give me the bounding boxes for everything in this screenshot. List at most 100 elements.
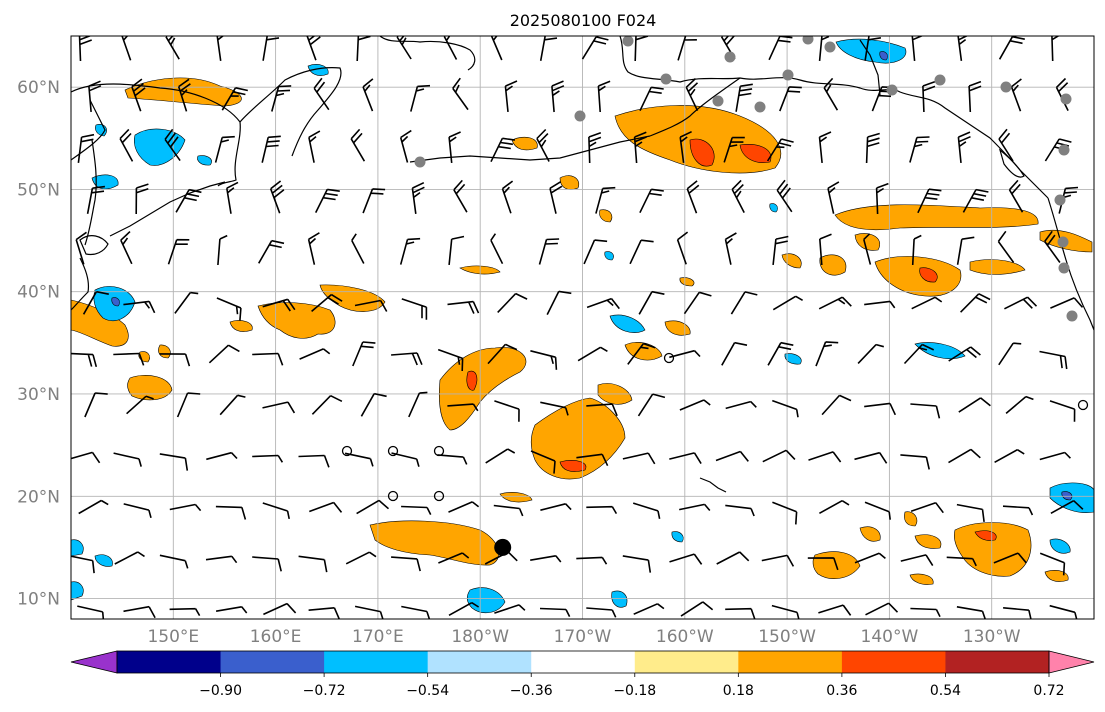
station-marker	[1057, 236, 1069, 248]
wind-barb	[252, 556, 282, 572]
lon-tick-label: 150°E	[147, 627, 199, 647]
wind-barb	[299, 348, 331, 360]
wind-barb	[391, 556, 421, 572]
negative-anomaly-region	[307, 64, 329, 76]
wind-barb	[1005, 395, 1034, 415]
wind-barb	[408, 391, 428, 418]
coastline-sakhalin	[84, 139, 97, 246]
wind-barb	[298, 454, 330, 468]
wind-barb	[595, 186, 616, 214]
wind-barb	[490, 137, 516, 163]
positive-anomaly-region	[369, 520, 499, 566]
wind-barb	[159, 453, 189, 471]
coastline-japan	[71, 257, 90, 311]
wind-barb	[344, 452, 374, 467]
wind-barb	[730, 291, 758, 315]
wind-barb	[410, 84, 431, 112]
station-markers	[414, 36, 1078, 322]
positive-anomaly-region	[919, 267, 938, 283]
wind-barb	[864, 402, 897, 416]
wind-barb	[761, 554, 795, 567]
wind-barb	[536, 128, 550, 162]
calm-wind-circles	[341, 352, 1089, 502]
calm-wind-circle	[1077, 399, 1089, 411]
wind-barb	[175, 188, 202, 213]
wind-barb	[1002, 505, 1034, 516]
wind-barb	[350, 128, 366, 162]
coastline-kamchatka	[239, 67, 342, 157]
wind-barb	[1049, 604, 1078, 619]
positive-anomaly-region	[739, 144, 772, 163]
positive-anomaly-region	[679, 277, 695, 287]
wind-barb	[865, 602, 899, 616]
wind-barb	[772, 399, 799, 418]
coastline-okhotsk-west	[71, 99, 106, 161]
calm-wind-circle	[433, 490, 445, 502]
wind-barb	[396, 36, 412, 60]
wind-barb	[307, 232, 320, 265]
coastline-bc-islands	[998, 148, 1025, 178]
wind-barb	[922, 80, 936, 113]
wind-barb	[900, 454, 930, 470]
wind-barb	[401, 505, 432, 515]
wind-barb	[857, 343, 885, 364]
wind-barb	[735, 83, 753, 112]
station-marker	[824, 41, 836, 53]
station-marker	[886, 84, 898, 96]
positive-anomaly-region	[914, 534, 942, 549]
wind-barb	[354, 299, 388, 312]
negative-anomaly-region	[769, 203, 778, 213]
wind-barb	[356, 36, 371, 62]
wind-barb	[504, 80, 518, 112]
wind-barb	[530, 350, 558, 370]
wind-barb	[490, 36, 503, 61]
wind-barb	[731, 179, 745, 213]
wind-barb	[669, 553, 703, 565]
colorbar-bin	[324, 651, 429, 673]
negative-anomaly-region	[784, 353, 802, 365]
wind-barb	[634, 36, 649, 62]
wind-barb	[586, 607, 617, 618]
wind-barb	[159, 554, 189, 569]
wind-barb	[716, 551, 750, 565]
wind-barb	[205, 555, 238, 564]
coastline-russia	[71, 83, 241, 187]
colorbar-tick-label: −0.90	[199, 683, 242, 699]
wind-barb	[577, 346, 608, 362]
wind-barb	[808, 451, 842, 463]
wind-barb	[818, 36, 830, 61]
calm-wind-circle	[433, 445, 445, 457]
wind-barb	[910, 607, 941, 618]
wind-barb	[497, 292, 528, 313]
anomaly-fields	[71, 38, 1094, 614]
wind-barb	[957, 131, 971, 163]
colorbar-tick-label: 0.54	[930, 683, 961, 699]
wind-barb	[638, 290, 665, 315]
wind-barb	[821, 394, 852, 416]
wind-barb	[998, 128, 1014, 162]
wind-barb	[633, 603, 665, 615]
wind-barb	[627, 342, 656, 365]
wind-barb	[123, 605, 156, 619]
wind-barb	[1004, 296, 1038, 310]
wind-barb	[447, 300, 480, 314]
colorbar-tick-label: −0.18	[613, 683, 656, 699]
wind-barb	[1051, 36, 1060, 62]
negative-anomaly-region	[71, 539, 84, 557]
positive-anomaly-region	[874, 256, 962, 297]
wind-barb	[77, 605, 105, 619]
station-marker	[1060, 93, 1072, 105]
wind-barb	[994, 448, 1025, 464]
wind-barb	[345, 551, 377, 565]
negative-anomaly-region	[671, 531, 684, 543]
wind-barb	[530, 450, 556, 474]
wind-barb	[583, 239, 608, 265]
lat-tick-label: 20°N	[17, 487, 60, 507]
colorbar-bin	[427, 651, 532, 673]
wind-barb	[723, 136, 745, 163]
wind-barb	[815, 341, 839, 367]
colorbar-tick-label: −0.72	[303, 683, 346, 699]
wind-barb	[948, 346, 981, 362]
wind-barb	[546, 290, 572, 315]
calm-wind-circle	[387, 445, 399, 457]
